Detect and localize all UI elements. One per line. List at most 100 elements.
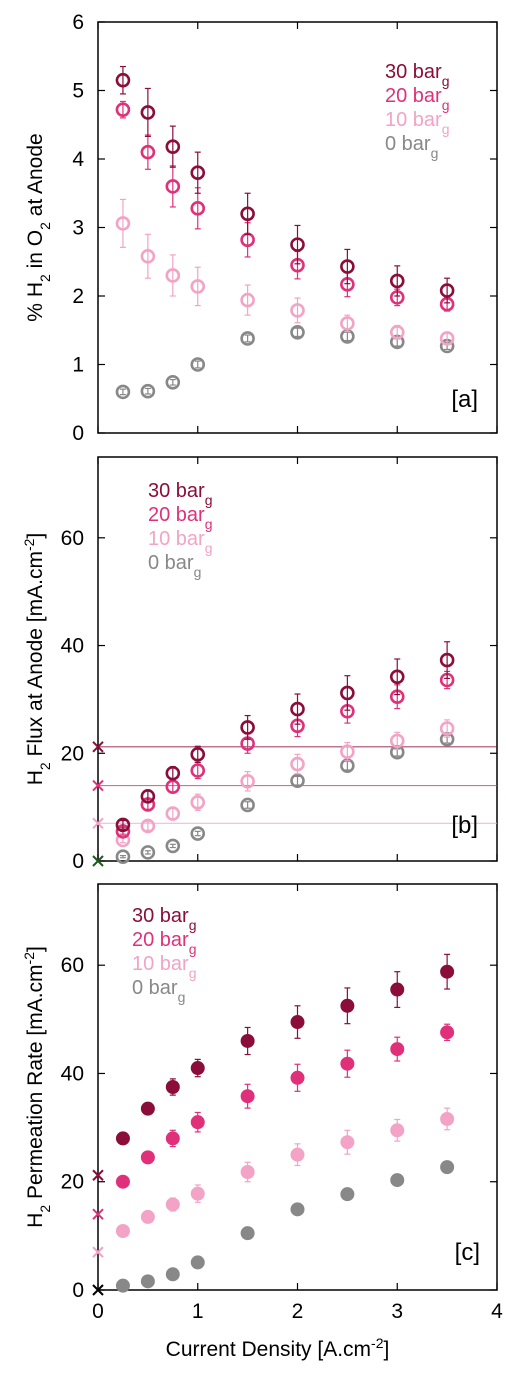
data-point (190, 1061, 205, 1076)
data-point (165, 779, 181, 794)
data-point (340, 259, 355, 274)
data-point (190, 357, 206, 372)
legend-entry-30: 30 barg (385, 61, 450, 89)
data-point (140, 789, 156, 804)
data-point (190, 201, 206, 216)
legend-entry-20: 20 barg (148, 504, 213, 532)
data-point (340, 316, 355, 331)
data-point (115, 817, 131, 833)
data-point (140, 1101, 155, 1116)
data-point (290, 1147, 305, 1162)
axis-cross-marker (92, 1169, 104, 1181)
data-point (140, 248, 156, 264)
data-point (340, 1056, 355, 1071)
data-point (290, 773, 305, 789)
data-point (115, 1223, 130, 1238)
data-point (165, 765, 181, 781)
x-tick-label: 1 (192, 1300, 204, 1323)
data-point (165, 806, 181, 821)
data-point (115, 384, 131, 400)
x-axis-label: Current Density [A.cm-2] (166, 1335, 390, 1361)
data-point (240, 206, 255, 222)
data-point (240, 331, 255, 346)
data-point (165, 179, 181, 194)
y-tick-label: 40 (61, 1062, 84, 1085)
data-point (440, 964, 455, 979)
y-tick-label: 0 (72, 422, 84, 445)
x-tick-label: 0 (92, 1300, 104, 1323)
data-point (389, 669, 405, 685)
data-point (140, 818, 156, 834)
data-point (115, 1131, 130, 1146)
axis-cross-marker (92, 1284, 104, 1296)
y-tick-label: 60 (61, 527, 84, 550)
series-10-bar (115, 198, 455, 346)
data-point (140, 144, 156, 160)
data-point (340, 685, 355, 701)
data-point (240, 1089, 255, 1104)
data-point (290, 237, 305, 252)
data-point (290, 303, 305, 318)
series-0-bar (115, 1160, 455, 1293)
data-point (190, 1186, 205, 1201)
y-tick-label: 3 (72, 217, 84, 240)
legend-entry-30: 30 barg (148, 480, 213, 508)
data-point (340, 998, 355, 1013)
legend-entry-0: 0 barg (385, 133, 438, 161)
data-point (290, 756, 305, 772)
data-point (389, 273, 405, 289)
data-point (165, 1131, 180, 1146)
data-point (290, 1202, 305, 1217)
data-point (140, 845, 156, 860)
data-point (390, 1173, 405, 1188)
legend-entry-10: 10 barg (385, 109, 450, 137)
data-point (240, 720, 255, 735)
data-point (190, 826, 206, 841)
y-tick-label: 4 (72, 148, 84, 171)
y-axis-label: % H2 in O2 at Anode (24, 133, 53, 321)
axis-cross-marker (92, 1208, 104, 1220)
legend-entry-10: 10 barg (148, 528, 213, 556)
y-tick-label: 1 (72, 354, 84, 377)
legend-entry-20: 20 barg (132, 929, 197, 957)
data-point (290, 1015, 305, 1030)
data-point (439, 652, 455, 668)
axis-cross-marker (92, 779, 104, 792)
data-point (240, 1164, 255, 1179)
legend-entry-30: 30 barg (132, 905, 197, 933)
series-30-bar (115, 641, 455, 833)
series-20-bar (115, 100, 455, 312)
axis-cross-marker (92, 741, 104, 753)
y-tick-label: 40 (61, 635, 84, 658)
x-tick-label: 3 (391, 1300, 403, 1323)
data-point (190, 1255, 205, 1270)
y-tick-label: 5 (72, 80, 84, 103)
data-point (240, 292, 255, 308)
series-10-bar (115, 1107, 455, 1238)
data-point (389, 733, 405, 749)
data-point (390, 982, 405, 997)
data-point (190, 1115, 205, 1130)
data-point (240, 797, 255, 813)
data-point (140, 383, 156, 399)
data-point (390, 1123, 405, 1138)
data-point (389, 325, 405, 340)
x-tick-label: 4 (491, 1300, 503, 1323)
data-point (165, 1197, 180, 1212)
y-tick-label: 20 (61, 1171, 84, 1194)
y-tick-label: 6 (72, 11, 84, 34)
data-point (439, 721, 455, 736)
panel-label: [c] (455, 1239, 480, 1266)
data-point (340, 744, 355, 759)
y-tick-label: 0 (72, 1279, 84, 1302)
legend-entry-10: 10 barg (132, 953, 197, 981)
legend-entry-0: 0 barg (132, 977, 185, 1005)
series-0-bar (115, 731, 455, 864)
y-tick-label: 20 (61, 742, 84, 765)
data-point (165, 1080, 180, 1094)
legend-entry-20: 20 barg (385, 85, 450, 113)
data-point (240, 1033, 255, 1048)
data-point (390, 1042, 405, 1057)
data-point (340, 1135, 355, 1150)
